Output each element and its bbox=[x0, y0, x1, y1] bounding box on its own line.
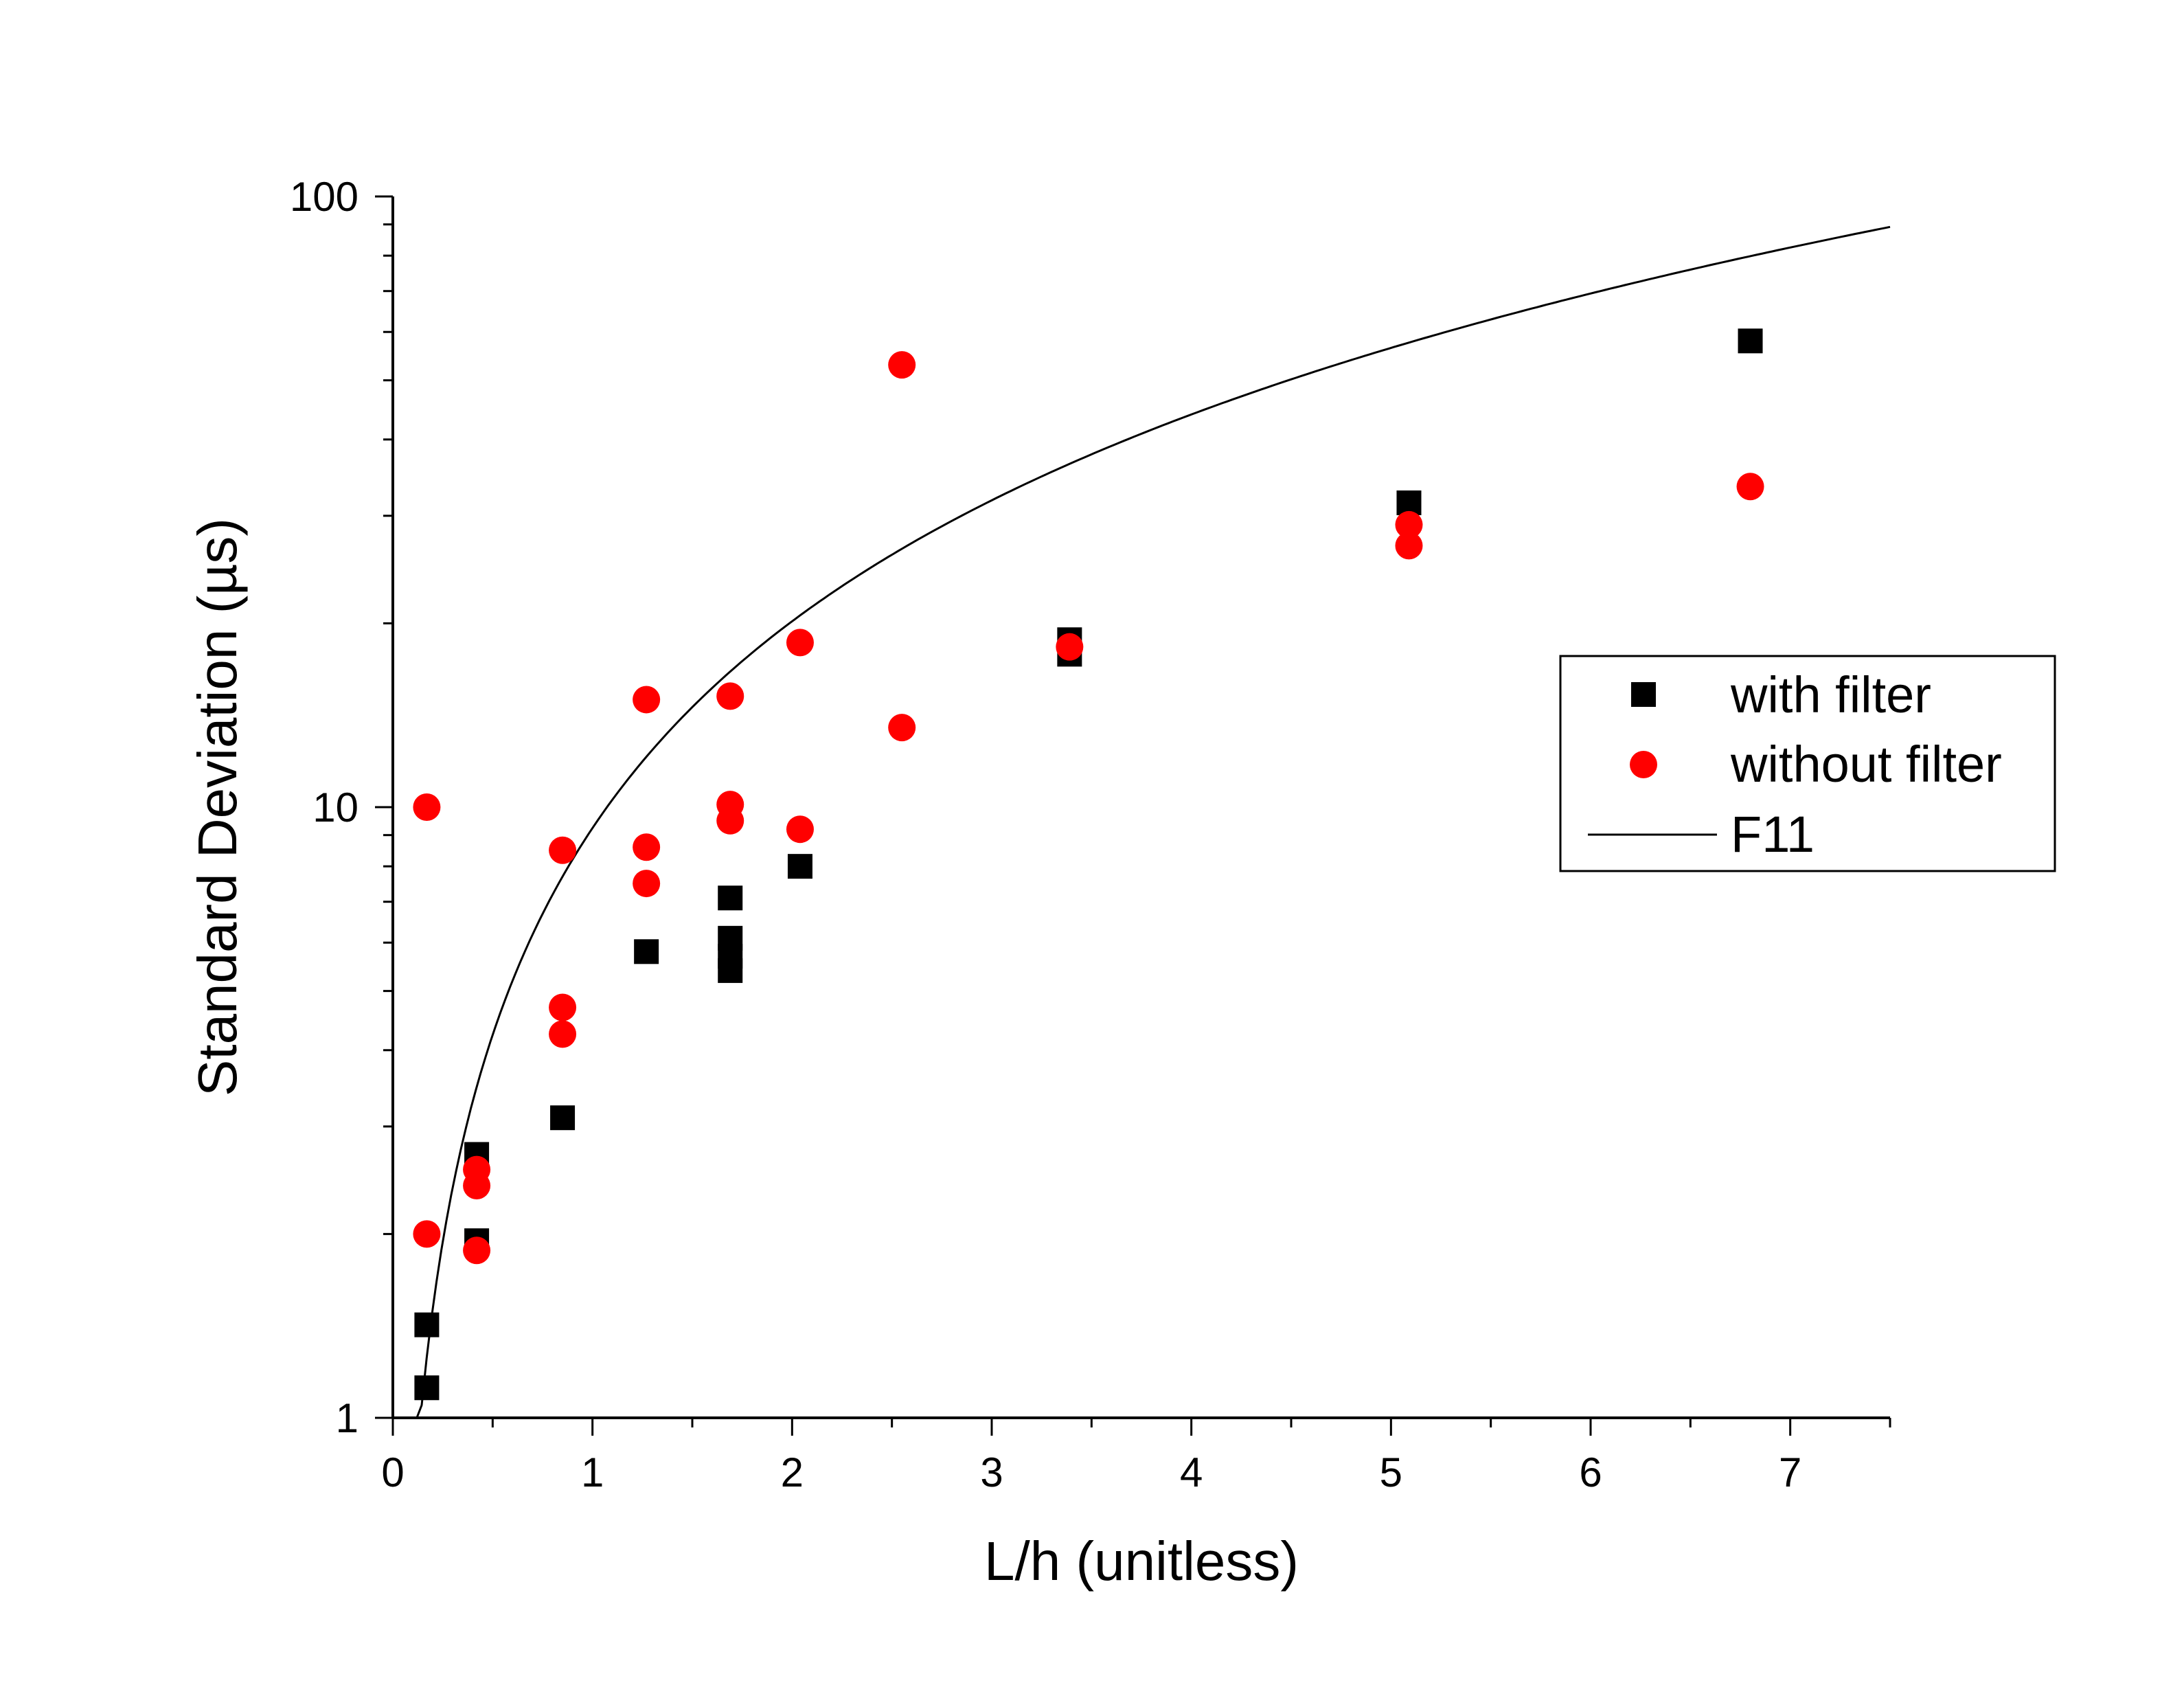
point-without-filter bbox=[786, 629, 814, 657]
y-axis-title: Standard Deviation (µs) bbox=[187, 518, 248, 1096]
fit-curve-layer bbox=[416, 225, 1891, 1419]
x-axis-ticks: 0 1 2 3 4 5 6 7 bbox=[381, 1418, 1891, 1495]
point-without-filter bbox=[716, 806, 744, 835]
point-without-filter bbox=[1056, 633, 1084, 661]
data-points-layer bbox=[413, 328, 1764, 1401]
x-tick-label: 4 bbox=[1180, 1449, 1203, 1495]
point-without-filter bbox=[1736, 473, 1764, 501]
legend-marker-without-filter bbox=[1630, 751, 1657, 778]
x-tick-label: 6 bbox=[1579, 1449, 1602, 1495]
point-without-filter bbox=[633, 870, 661, 898]
point-with-filter bbox=[718, 925, 743, 951]
point-without-filter bbox=[888, 351, 916, 379]
point-without-filter bbox=[413, 1220, 441, 1248]
fit-curve-f11 bbox=[416, 225, 1891, 1419]
legend-label-f11: F11 bbox=[1731, 806, 1815, 863]
x-tick-label: 5 bbox=[1380, 1449, 1402, 1495]
point-with-filter bbox=[414, 1312, 440, 1337]
point-without-filter bbox=[549, 1020, 577, 1048]
point-with-filter bbox=[787, 854, 812, 879]
point-without-filter bbox=[888, 714, 916, 742]
point-without-filter bbox=[463, 1155, 491, 1184]
x-axis-title: L/h (unitless) bbox=[984, 1530, 1299, 1592]
point-with-filter bbox=[1738, 328, 1763, 354]
y-tick-label: 10 bbox=[312, 784, 359, 831]
point-with-filter bbox=[414, 1375, 440, 1401]
legend-label-with-filter: with filter bbox=[1730, 666, 1931, 723]
point-without-filter bbox=[1395, 532, 1423, 560]
point-without-filter bbox=[413, 793, 441, 821]
point-without-filter bbox=[633, 686, 661, 714]
x-tick-label: 3 bbox=[980, 1449, 1003, 1495]
legend-marker-with-filter bbox=[1631, 682, 1656, 707]
point-without-filter bbox=[786, 815, 814, 844]
x-tick-label: 7 bbox=[1779, 1449, 1801, 1495]
legend-label-without-filter: without filter bbox=[1730, 736, 2002, 793]
point-with-filter bbox=[634, 939, 659, 964]
point-with-filter bbox=[550, 1105, 576, 1131]
legend: with filter without filter F11 bbox=[1559, 655, 2056, 872]
y-tick-label: 100 bbox=[290, 174, 359, 220]
x-tick-label: 2 bbox=[781, 1449, 804, 1495]
point-without-filter bbox=[633, 833, 661, 861]
point-without-filter bbox=[549, 993, 577, 1021]
point-with-filter bbox=[718, 885, 743, 911]
x-tick-label: 1 bbox=[581, 1449, 604, 1495]
point-without-filter bbox=[463, 1236, 491, 1265]
y-axis-ticks: 1 10 100 bbox=[290, 174, 393, 1441]
x-tick-label: 0 bbox=[381, 1449, 404, 1495]
point-without-filter bbox=[1395, 510, 1423, 539]
point-without-filter bbox=[716, 682, 744, 710]
point-without-filter bbox=[549, 836, 577, 864]
y-tick-label: 1 bbox=[336, 1395, 359, 1441]
